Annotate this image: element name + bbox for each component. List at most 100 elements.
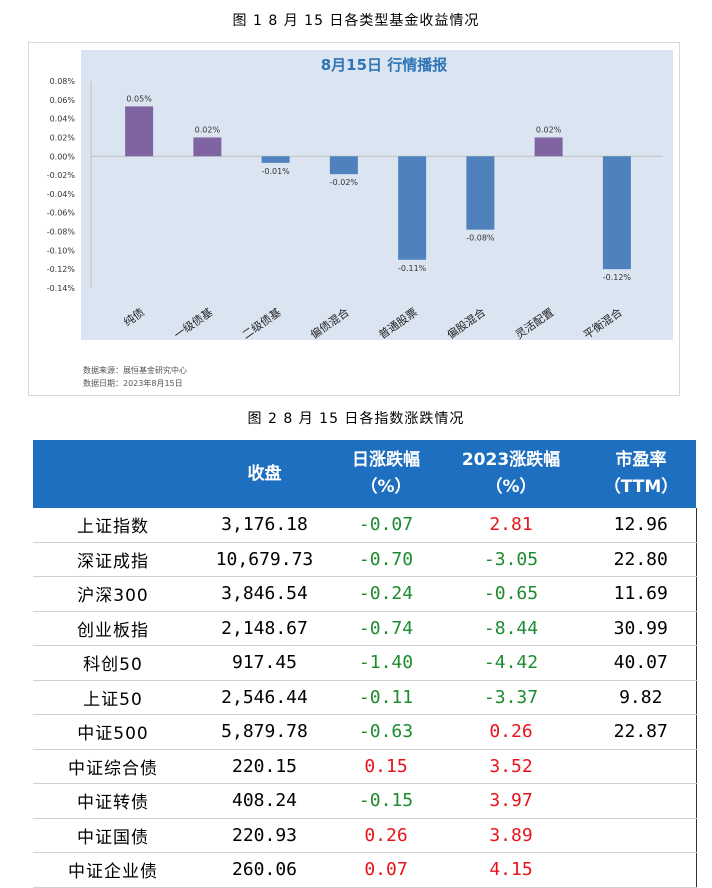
pe-value: 22.80 <box>586 542 697 577</box>
ytd-change: -0.65 <box>436 576 586 612</box>
day-change: -0.74 <box>336 611 436 646</box>
close-value: 5,879.78 <box>193 714 336 750</box>
data-label: 0.02% <box>195 125 221 134</box>
table-row: 中证综合债 220.15 0.15 3.52 <box>33 749 697 784</box>
y-tick-label: -0.08% <box>47 228 76 237</box>
pe-value: 30.99 <box>586 611 697 646</box>
figure2-caption: 图 2 8 月 15 日各指数涨跌情况 <box>247 411 465 427</box>
index-name: 创业板指 <box>33 611 193 646</box>
table-row: 中证转债 408.24 -0.15 3.97 <box>33 783 697 819</box>
ytd-change: -8.44 <box>436 611 586 646</box>
table-row: 创业板指 2,148.67 -0.74 -8.44 30.99 <box>33 611 697 646</box>
pe-value <box>586 818 697 853</box>
data-label: 0.05% <box>126 94 152 103</box>
day-change: -0.07 <box>336 508 436 543</box>
bar <box>398 156 427 260</box>
day-change: 0.15 <box>336 749 436 784</box>
bar <box>261 156 290 163</box>
index-name: 科创50 <box>33 645 193 681</box>
column-header <box>33 440 193 508</box>
close-value: 220.93 <box>193 818 336 853</box>
table-row: 中证500 5,879.78 -0.63 0.26 22.87 <box>33 714 697 750</box>
table-row: 上证指数 3,176.18 -0.07 2.81 12.96 <box>33 508 697 543</box>
column-header: 2023涨跌幅 （%） <box>436 440 586 508</box>
pe-value: 12.96 <box>586 508 697 543</box>
table-row: 深证成指 10,679.73 -0.70 -3.05 22.80 <box>33 542 697 577</box>
close-value: 2,148.67 <box>193 611 336 646</box>
bar <box>125 106 154 157</box>
y-tick-label: -0.02% <box>47 171 76 180</box>
table-row: 科创50 917.45 -1.40 -4.42 40.07 <box>33 645 697 681</box>
chart-date: 数据日期：2023年8月15日 <box>83 379 183 388</box>
close-value: 3,176.18 <box>193 508 336 543</box>
y-tick-label: 0.00% <box>50 152 76 161</box>
close-value: 408.24 <box>193 783 336 819</box>
column-header: 日涨跌幅 （%） <box>336 440 436 508</box>
day-change: 0.26 <box>336 818 436 853</box>
bar <box>329 156 358 175</box>
ytd-change: 2.81 <box>436 508 586 543</box>
y-tick-label: -0.10% <box>47 246 76 255</box>
close-value: 917.45 <box>193 645 336 681</box>
day-change: -0.24 <box>336 576 436 612</box>
data-label: -0.02% <box>330 178 359 187</box>
y-tick-label: 0.08% <box>50 77 76 86</box>
ytd-change: -4.42 <box>436 645 586 681</box>
table-row: 中证企业债 260.06 0.07 4.15 <box>33 852 697 888</box>
day-change: -0.11 <box>336 680 436 715</box>
chart-source: 数据来源：展恒基金研究中心 <box>83 366 187 375</box>
pe-value: 40.07 <box>586 645 697 681</box>
table-header-row: 收盘 日涨跌幅 （%） 2023涨跌幅 （%） 市盈率 （TTM） <box>33 440 696 508</box>
chart-frame: 8月15日 行情播报 0.08% 0.06% 0.04% 0.02% 0.00% -0.02… <box>28 42 680 396</box>
index-name: 上证指数 <box>33 508 193 543</box>
y-tick-label: -0.04% <box>47 190 76 199</box>
close-value: 220.15 <box>193 749 336 784</box>
ytd-change: 3.97 <box>436 783 586 819</box>
index-name: 中证国债 <box>33 818 193 853</box>
table-row: 沪深300 3,846.54 -0.24 -0.65 11.69 <box>33 576 697 612</box>
index-name: 中证综合债 <box>33 749 193 784</box>
close-value: 10,679.73 <box>193 542 336 577</box>
bar <box>602 156 631 270</box>
ytd-change: -3.05 <box>436 542 586 577</box>
day-change: -1.40 <box>336 645 436 681</box>
pe-value: 22.87 <box>586 714 697 750</box>
data-label: -0.11% <box>398 264 427 273</box>
index-name: 深证成指 <box>33 542 193 577</box>
table-row: 中证国债 220.93 0.26 3.89 <box>33 818 697 853</box>
ytd-change: -3.37 <box>436 680 586 715</box>
bar <box>534 137 563 157</box>
data-label: -0.12% <box>603 273 632 282</box>
bar-chart: 8月15日 行情播报 0.08% 0.06% 0.04% 0.02% 0.00% -0.02… <box>47 50 673 342</box>
column-header: 市盈率 （TTM） <box>586 440 696 508</box>
y-tick-label: -0.12% <box>47 265 76 274</box>
ytd-change: 3.89 <box>436 818 586 853</box>
close-value: 3,846.54 <box>193 576 336 612</box>
table-row: 上证50 2,546.44 -0.11 -3.37 9.82 <box>33 680 697 715</box>
close-value: 2,546.44 <box>193 680 336 715</box>
data-label: -0.01% <box>261 167 290 176</box>
column-header: 收盘 <box>193 440 336 508</box>
day-change: -0.70 <box>336 542 436 577</box>
index-name: 中证500 <box>33 714 193 750</box>
day-change: -0.63 <box>336 714 436 750</box>
pe-value: 9.82 <box>586 680 697 715</box>
bar <box>193 137 222 157</box>
plot-area <box>81 50 673 340</box>
day-change: -0.15 <box>336 783 436 819</box>
y-tick-label: 0.06% <box>50 96 76 105</box>
y-tick-label: 0.02% <box>50 133 76 142</box>
index-name: 沪深300 <box>33 576 193 612</box>
data-label: -0.08% <box>466 234 495 243</box>
y-tick-label: -0.06% <box>47 209 76 218</box>
ytd-change: 0.26 <box>436 714 586 750</box>
chart-title: 8月15日 行情播报 <box>321 56 448 74</box>
pe-value: 11.69 <box>586 576 697 612</box>
ytd-change: 3.52 <box>436 749 586 784</box>
pe-value <box>586 783 697 819</box>
index-name: 上证50 <box>33 680 193 715</box>
index-table: 收盘 日涨跌幅 （%） 2023涨跌幅 （%） 市盈率 （TTM） 上证指数 3,176.18… <box>33 440 697 888</box>
data-label: 0.02% <box>536 125 562 134</box>
figure1-caption: 图 1 8 月 15 日各类型基金收益情况 <box>232 13 480 29</box>
y-tick-label: 0.04% <box>50 115 76 124</box>
